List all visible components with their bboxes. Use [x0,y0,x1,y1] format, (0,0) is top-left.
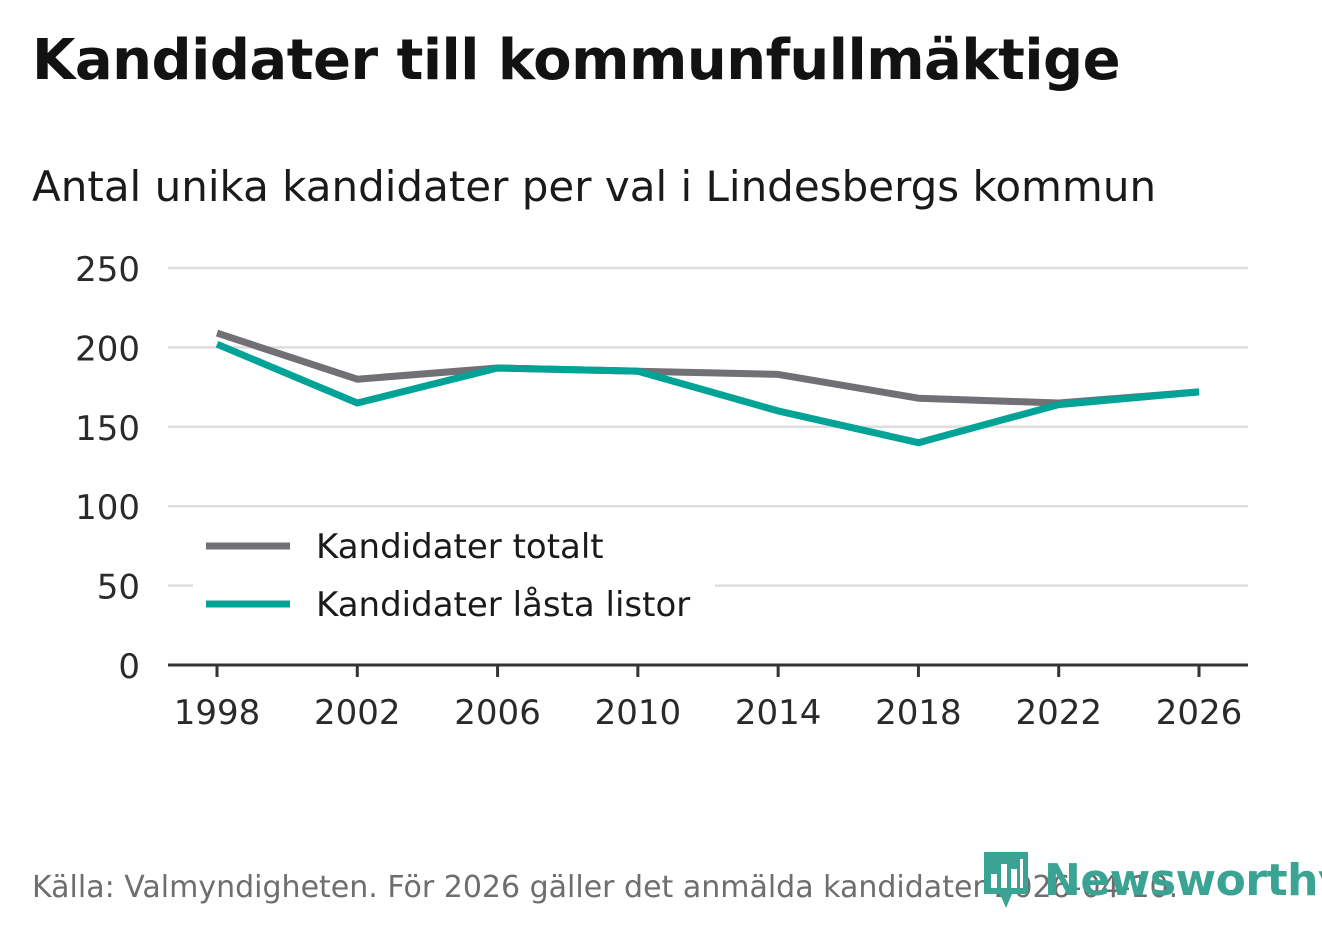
legend: Kandidater totalt Kandidater låsta listor [193,518,715,630]
x-tick-label-2022: 2022 [1015,693,1102,733]
x-tick-label-2014: 2014 [735,693,822,733]
legend-label-1: Kandidater totalt [316,527,604,567]
y-tick-label-250: 250 [75,250,140,290]
x-tick-label-2018: 2018 [875,693,962,733]
y-axis-tick-labels: 0 50 100 150 200 250 [75,250,140,687]
y-tick-label-0: 0 [118,647,140,687]
x-tick-label-2002: 2002 [314,693,401,733]
x-axis: 1998 2002 2006 2010 2014 2018 2022 2026 [168,663,1248,733]
brand-logo: Newsworthy [982,850,1322,910]
series-line-2 [215,340,1200,447]
y-tick-label-200: 200 [75,329,140,369]
newsworthy-logo-icon [984,852,1028,908]
x-tick-label-1998: 1998 [174,693,261,733]
series-lines [215,329,1200,447]
y-tick-label-100: 100 [75,488,140,528]
chart-subtitle: Antal unika kandidater per val i Lindesb… [32,162,1157,211]
x-tick-label-2010: 2010 [595,693,682,733]
x-tick-label-2026: 2026 [1156,693,1243,733]
y-tick-label-150: 150 [75,409,140,449]
x-tick-label-2006: 2006 [454,693,541,733]
series-line-1 [215,329,1200,407]
legend-background [193,518,715,630]
y-tick-label-50: 50 [97,568,140,608]
legend-label-2: Kandidater låsta listor [316,585,690,625]
chart-title: Kandidater till kommunfullmäktige [32,28,1121,93]
brand-name: Newsworthy [1044,854,1322,906]
